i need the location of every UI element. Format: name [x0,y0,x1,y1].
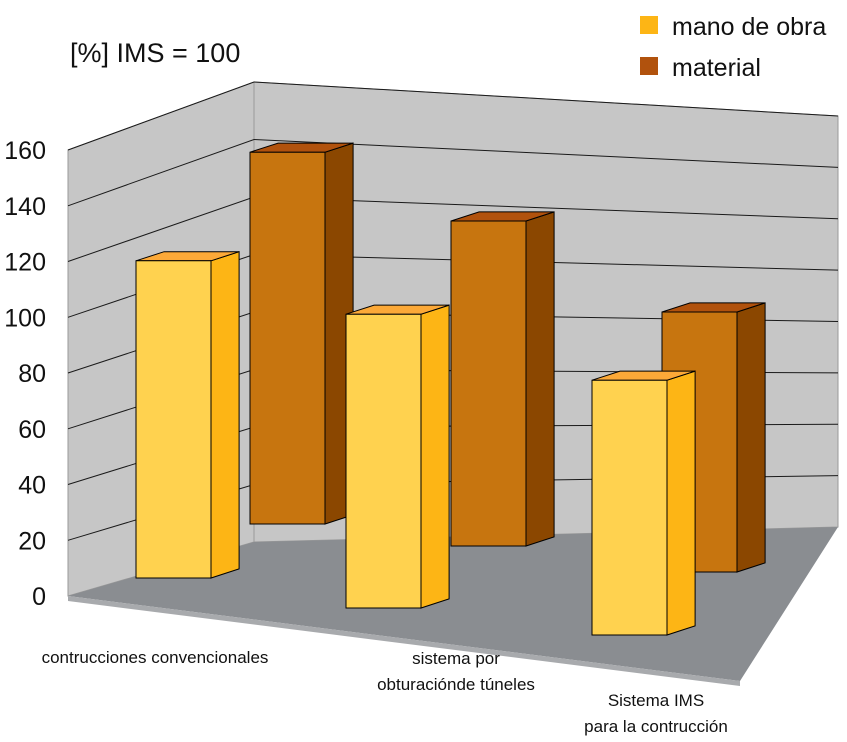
y-tick-label: 80 [18,360,46,388]
category-label: obturacióndе túneles [377,675,535,694]
bar-side [525,211,555,547]
y-axis-ticks: 0 20 40 60 80 100 120 140 160 [4,137,46,611]
legend-label-material: material [672,54,761,82]
y-tick-label: 140 [4,193,46,221]
category-labels: contrucciones convencionales sistema por o… [42,648,728,736]
bar-side [420,304,450,609]
bar-material-1 [249,142,354,525]
y-tick-label: 120 [4,249,46,277]
y-tick-label: 0 [32,583,46,611]
bar-front [345,313,422,609]
bar-front [591,379,668,636]
bar-side [666,370,696,636]
legend-label-mano-de-obra: mano de obra [672,13,826,41]
bar-mano-de-obra-2 [345,304,450,609]
bars [135,142,766,636]
y-tick-label: 40 [18,472,46,500]
y-tick-label: 60 [18,416,46,444]
legend-swatch-mano-de-obra [640,16,658,34]
bar-mano-de-obra-1 [135,251,240,579]
y-tick-label: 100 [4,304,46,332]
y-tick-label: 160 [4,137,46,165]
bar-mano-de-obra-3 [591,370,696,636]
floor-front-edge [68,596,740,686]
bar-side [210,251,240,579]
bar-front [249,151,326,525]
category-label: para la contrucción [584,717,728,736]
chart-title: [%] IMS = 100 [70,38,240,68]
legend: mano de obra material [640,13,826,82]
category-label: Sistema IMS [608,691,704,710]
bar-front [135,260,212,579]
bar-side [736,302,766,573]
y-tick-label: 20 [18,527,46,555]
bar-front [450,220,527,547]
bar-material-2 [450,211,555,547]
category-label: sistema por [412,649,500,668]
gridline [67,138,839,207]
legend-swatch-material [640,57,658,75]
gridline [67,81,839,151]
category-label: contrucciones convencionales [42,648,269,667]
